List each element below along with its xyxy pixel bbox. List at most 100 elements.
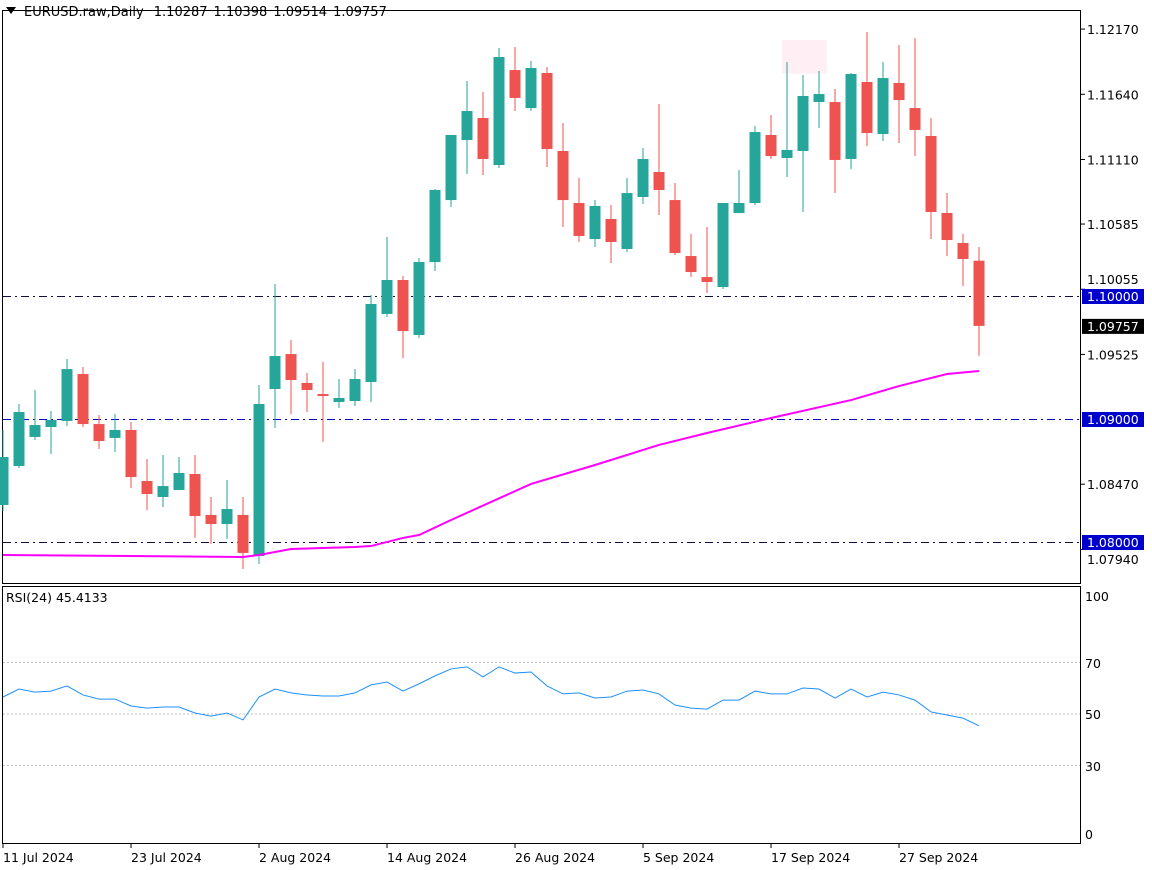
bull-candle-55 <box>877 78 889 135</box>
level-tag-1.09000-bg <box>1082 412 1144 427</box>
time-axis-label: 17 Sep 2024 <box>771 850 850 865</box>
time-axis-label: 23 Jul 2024 <box>131 850 202 865</box>
bear-candle-9 <box>141 480 153 495</box>
bull-candle-24 <box>381 280 393 314</box>
bear-candle-6 <box>93 424 105 442</box>
bear-candle-30 <box>477 118 489 159</box>
bull-candle-31 <box>493 57 505 166</box>
bull-candle-16 <box>253 403 265 557</box>
bull-candle-50 <box>797 96 809 151</box>
price-axis-label: 1.12170 <box>1087 22 1139 37</box>
bear-candle-61 <box>973 260 985 326</box>
rsi-pane-frame <box>2 586 1081 844</box>
bull-candle-28 <box>445 134 457 201</box>
highlight-zone <box>782 39 827 74</box>
bull-candle-47 <box>749 132 761 204</box>
bear-candle-5 <box>77 373 89 425</box>
bear-candle-56 <box>893 82 905 101</box>
bull-candle-23 <box>365 303 377 382</box>
price-axis-label: 1.09525 <box>1087 347 1139 362</box>
bull-candle-17 <box>269 356 281 389</box>
low-value: 1.09514 <box>273 5 328 20</box>
bull-candle-29 <box>461 111 473 141</box>
bull-candle-51 <box>813 94 825 103</box>
bear-candle-34 <box>541 73 553 150</box>
level-tag-1.08000-bg <box>1082 535 1144 550</box>
bull-candle-39 <box>621 193 633 250</box>
bear-candle-48 <box>765 134 777 157</box>
bear-candle-15 <box>237 514 249 553</box>
bear-candle-13 <box>205 514 217 525</box>
bear-candle-57 <box>909 108 921 130</box>
open-value: 1.10287 <box>153 5 208 20</box>
bear-candle-8 <box>125 429 137 478</box>
rsi-axis-label: 30 <box>1085 759 1101 774</box>
bear-candle-59 <box>941 212 953 241</box>
rsi-axis-label: 0 <box>1085 827 1093 842</box>
current-price-tag: 1.09757 <box>1087 319 1139 334</box>
rsi-axis-label: 70 <box>1085 656 1101 671</box>
bear-candle-36 <box>573 203 585 236</box>
bull-candle-14 <box>221 509 233 525</box>
bull-candle-53 <box>845 73 857 159</box>
level-tag-1.09000: 1.09000 <box>1087 412 1139 427</box>
bear-candle-32 <box>509 70 521 98</box>
bull-candle-49 <box>781 149 793 158</box>
symbol-label: EURUSD.raw,Daily <box>24 5 144 20</box>
high-value: 1.10398 <box>213 5 268 20</box>
time-axis-label: 27 Sep 2024 <box>899 850 978 865</box>
rsi-title: RSI(24) 45.4133 <box>6 590 108 605</box>
bull-candle-0 <box>0 457 9 505</box>
price-axis-label: 1.08470 <box>1087 477 1139 492</box>
time-axis-label: 2 Aug 2024 <box>259 850 331 865</box>
bull-candle-10 <box>157 486 169 497</box>
price-axis-label: 1.10585 <box>1087 217 1139 232</box>
bear-candle-20 <box>317 394 329 397</box>
bear-candle-42 <box>669 200 681 253</box>
moving-average-line <box>2 370 980 559</box>
price-axis-label: 1.11640 <box>1087 87 1139 102</box>
level-tag-1.08000: 1.08000 <box>1087 535 1139 550</box>
bull-candle-46 <box>733 203 745 213</box>
bear-candle-60 <box>957 242 969 259</box>
rsi-axis-label: 50 <box>1085 707 1101 722</box>
bear-candle-52 <box>829 102 841 160</box>
level-tag-1.10000: 1.10000 <box>1087 289 1139 304</box>
bear-candle-18 <box>285 354 297 381</box>
bear-candle-44 <box>701 277 713 282</box>
bear-candle-43 <box>685 256 697 273</box>
bull-candle-11 <box>173 472 185 490</box>
price-axis-label: 1.11110 <box>1087 152 1139 167</box>
bear-candle-35 <box>557 150 569 201</box>
rsi-line <box>2 666 980 727</box>
bull-candle-37 <box>589 205 601 240</box>
bull-candle-3 <box>45 419 57 427</box>
bull-candle-40 <box>637 158 649 197</box>
time-axis-label: 14 Aug 2024 <box>387 850 467 865</box>
bear-candle-19 <box>301 382 313 390</box>
bull-candle-33 <box>525 67 537 109</box>
time-axis-label: 26 Aug 2024 <box>515 850 595 865</box>
chart-header: EURUSD.raw,Daily 1.10287 1.10398 1.09514 1.… <box>6 5 393 20</box>
bear-candle-41 <box>653 172 665 190</box>
bull-candle-26 <box>413 262 425 335</box>
bull-candle-22 <box>349 379 361 402</box>
bear-candle-38 <box>605 219 617 243</box>
bull-candle-2 <box>29 425 41 437</box>
bull-candle-21 <box>333 397 345 403</box>
time-axis-label: 11 Jul 2024 <box>3 850 74 865</box>
current-price-tag-bg <box>1082 318 1144 334</box>
time-axis-label: 5 Sep 2024 <box>643 850 714 865</box>
level-tag-1.10000-bg <box>1082 289 1144 304</box>
bull-candle-27 <box>429 189 441 263</box>
bull-candle-45 <box>717 203 729 288</box>
price-axis-label: 1.10055 <box>1087 272 1139 287</box>
price-axis-label: 1.07940 <box>1087 552 1139 567</box>
bull-candle-7 <box>109 429 121 438</box>
bear-candle-58 <box>925 135 937 212</box>
close-value: 1.09757 <box>333 5 387 20</box>
bull-candle-1 <box>13 411 25 466</box>
bull-candle-4 <box>61 369 73 421</box>
bear-candle-54 <box>861 81 873 134</box>
